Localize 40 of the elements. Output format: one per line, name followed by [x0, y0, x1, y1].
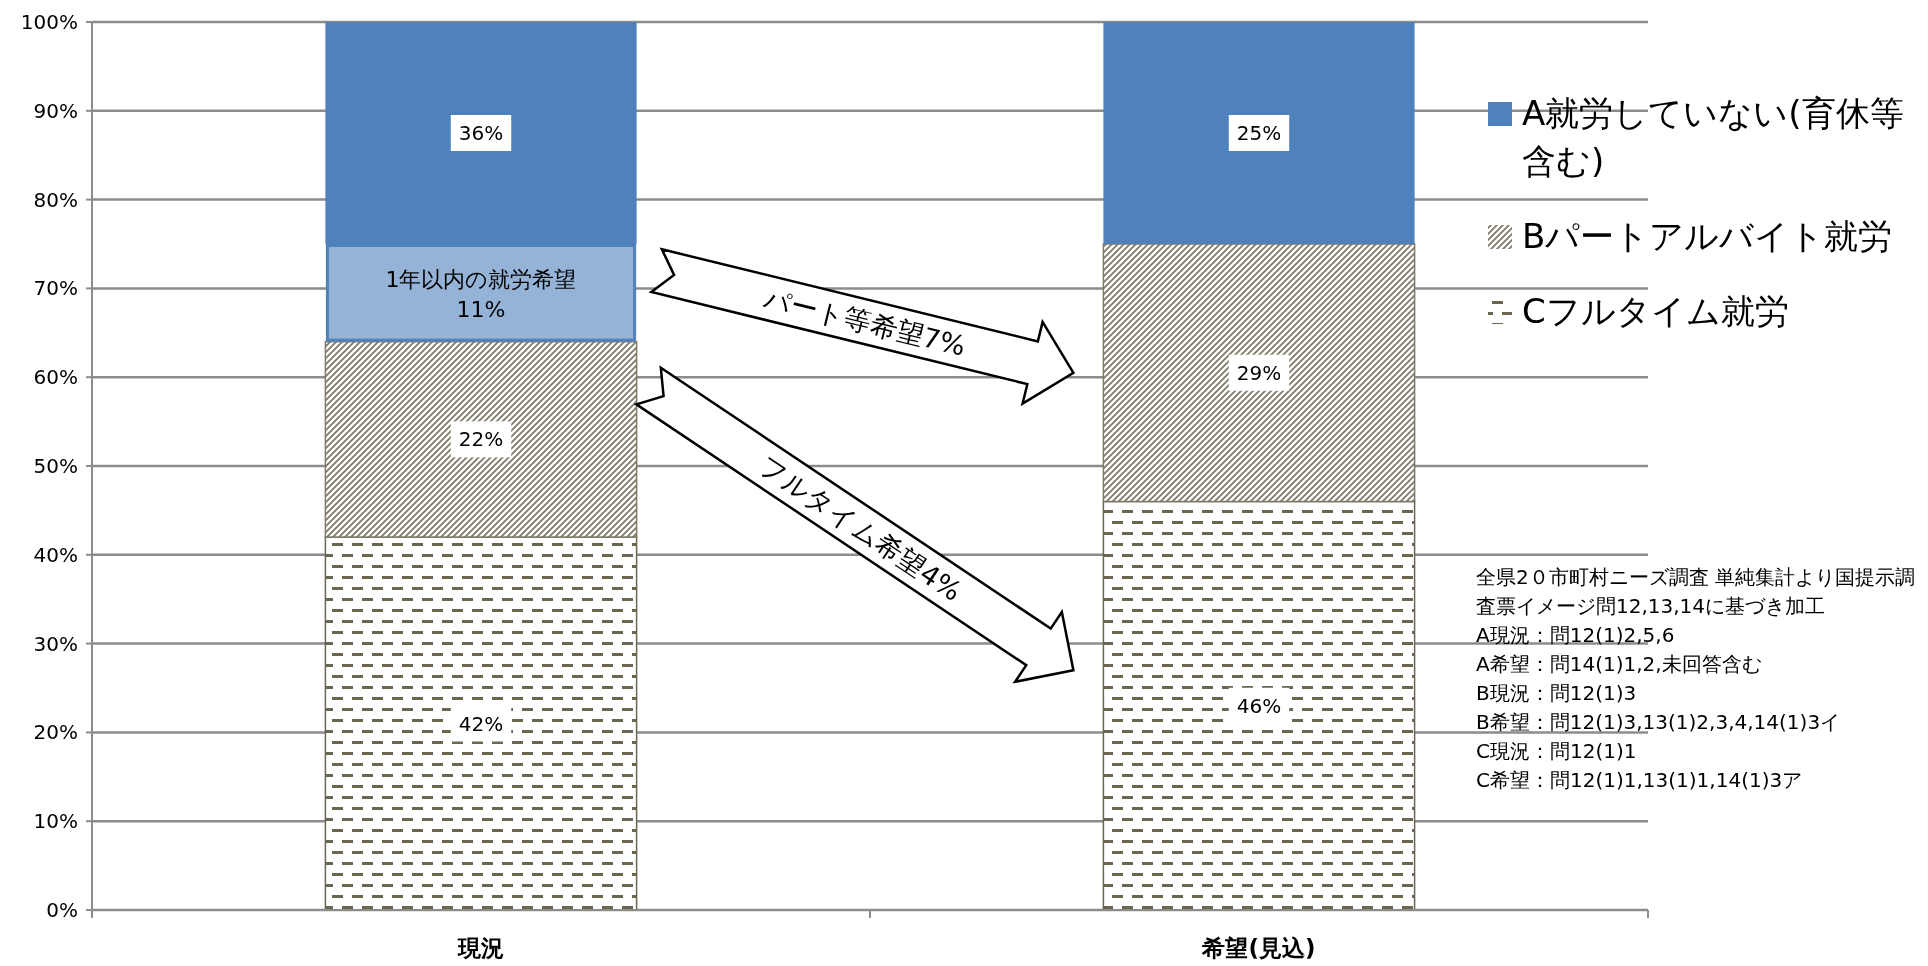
legend-label: Bパートアルバイト就労: [1522, 216, 1893, 256]
annotation: C希望：問12(1)1,13(1)1,14(1)3ア: [1476, 768, 1803, 792]
annotation: フルタイム希望4%: [753, 449, 968, 608]
data-label: 46%: [1236, 693, 1282, 718]
y-tick-label: 80%: [33, 187, 78, 212]
annotation: A希望：問14(1)1,2,未回答含む: [1476, 652, 1762, 676]
arrow-full: フルタイム希望4%: [633, 365, 1075, 684]
annotation: A現況：問12(1)2,5,6: [1476, 623, 1675, 647]
y-tick-label: 50%: [33, 454, 78, 478]
y-tick-label: 20%: [33, 720, 78, 745]
y-tick-label: 10%: [33, 809, 78, 834]
arrow-part: パート等希望7%: [648, 247, 1076, 407]
x-tick-label: 現況: [457, 935, 504, 961]
y-tick-label: 40%: [33, 542, 78, 567]
bar: [324, 340, 638, 538]
bar: [1102, 243, 1416, 503]
annotation: B現況：問12(1)3: [1476, 681, 1637, 705]
data-label: 42%: [458, 711, 504, 736]
y-tick-label: 0%: [46, 898, 78, 922]
y-tick-label: 30%: [33, 631, 78, 656]
legend-label: Cフルタイム就労: [1522, 291, 1789, 331]
legend-label: A就労していない(育休等含む): [1522, 93, 1904, 181]
annotation: 36%: [458, 121, 504, 145]
series-label: 1年以内の就労希望: [385, 266, 577, 292]
annotation: B希望：問12(1)3,13(1)2,3,4,14(1)3イ: [1476, 710, 1841, 734]
y-tick-label: 60%: [33, 365, 78, 390]
bar: [324, 536, 638, 911]
x-tick-label: 希望(見込): [1201, 935, 1316, 961]
data-label: 11%: [456, 296, 506, 322]
bar: [1102, 500, 1416, 911]
y-tick-label: 100%: [20, 10, 78, 34]
data-label: 25%: [1236, 121, 1282, 145]
annotation: C現況：問12(1)1: [1476, 739, 1637, 763]
data-label: 22%: [458, 427, 504, 452]
annotation: パート等希望7%: [759, 282, 969, 362]
annotation: 全県2０市町村ニーズ調査 単純集計より国提示調査票イメージ問12,13,14に基づき加工: [1476, 565, 1916, 618]
y-tick-label: 90%: [33, 98, 78, 123]
y-tick-label: 70%: [33, 276, 78, 301]
data-label: 29%: [1236, 360, 1282, 385]
bar: [1103, 22, 1415, 244]
